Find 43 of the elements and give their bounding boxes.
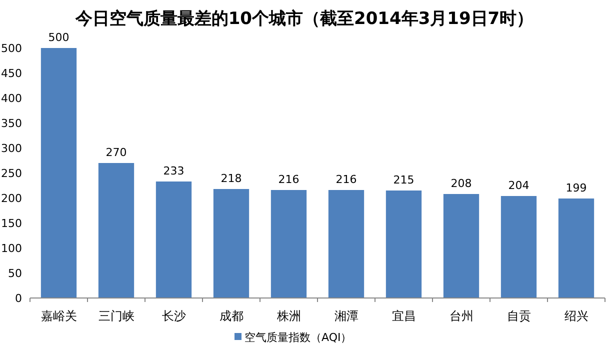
x-tick-label: 三门峡 xyxy=(98,309,134,323)
y-tick-label: 200 xyxy=(1,192,22,205)
chart-title: 今日空气质量最差的10个城市（截至2014年3月19日7时） xyxy=(74,9,534,29)
data-label: 216 xyxy=(336,173,357,186)
x-tick-label: 成都 xyxy=(219,309,244,323)
bar xyxy=(270,190,307,298)
y-tick-label: 500 xyxy=(1,42,22,55)
data-label: 500 xyxy=(48,31,70,44)
x-tick-label: 台州 xyxy=(449,309,474,323)
y-tick-label: 100 xyxy=(1,242,22,255)
bar xyxy=(40,48,77,298)
bar xyxy=(98,163,134,298)
data-label: 270 xyxy=(106,146,127,159)
x-tick-label: 自贡 xyxy=(506,309,531,323)
x-tick-label: 长沙 xyxy=(162,309,186,323)
bar xyxy=(156,182,192,298)
data-label: 215 xyxy=(393,174,414,186)
data-label: 218 xyxy=(220,172,242,185)
data-label: 233 xyxy=(163,164,184,178)
data-label: 204 xyxy=(508,179,530,192)
bar xyxy=(558,198,594,298)
x-tick-label: 宜昌 xyxy=(392,309,416,323)
y-tick-label: 350 xyxy=(1,117,22,130)
bar xyxy=(443,194,480,298)
y-tick-label: 50 xyxy=(8,267,22,280)
data-label: 208 xyxy=(450,177,472,190)
y-tick-label: 150 xyxy=(1,217,22,230)
x-tick-label: 绍兴 xyxy=(564,309,588,323)
data-label: 216 xyxy=(278,173,300,186)
x-tick-label: 株洲 xyxy=(276,309,301,323)
y-tick-label: 0 xyxy=(15,292,22,305)
legend-label: 空气质量指数（AQI） xyxy=(244,331,352,344)
y-tick-label: 450 xyxy=(1,67,22,80)
bar xyxy=(500,196,537,298)
y-tick-label: 300 xyxy=(1,142,22,155)
data-label: 199 xyxy=(566,182,587,194)
x-tick-label: 湘潭 xyxy=(334,309,358,323)
bar xyxy=(328,190,364,298)
y-tick-label: 400 xyxy=(1,92,22,105)
bar xyxy=(386,190,422,298)
y-tick-label: 250 xyxy=(1,167,22,180)
bar xyxy=(213,189,250,298)
x-tick-label: 嘉峪关 xyxy=(40,309,77,323)
